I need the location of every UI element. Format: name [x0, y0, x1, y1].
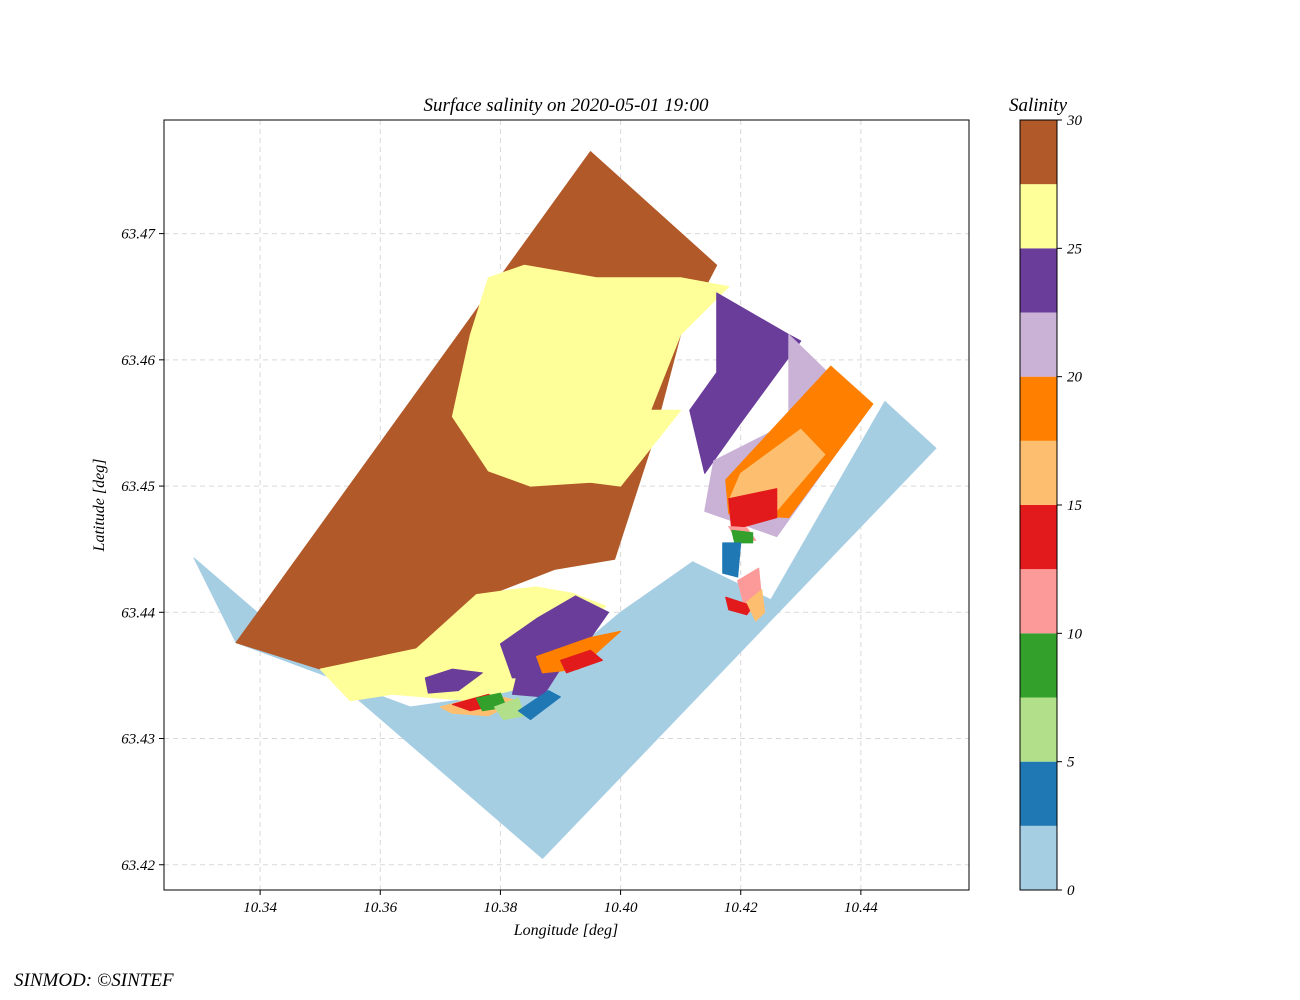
colorbar-segment [1020, 376, 1057, 441]
colorbar-tick-label: 30 [1066, 113, 1083, 129]
salinity-region-12 [493, 697, 525, 721]
salinity-region-7 [560, 649, 603, 674]
salinity-region-20 [731, 529, 754, 544]
x-tick-label: 10.36 [363, 900, 397, 916]
plot-frame [163, 119, 970, 891]
x-tick-label: 10.38 [484, 900, 518, 916]
y-tick-label: 63.46 [121, 353, 155, 369]
colorbar-segment [1020, 120, 1057, 185]
colorbar-tick-label: 10 [1067, 626, 1083, 642]
colorbar-segment [1020, 825, 1057, 890]
x-tick-label: 10.42 [724, 900, 758, 916]
colorbar-segment [1020, 184, 1057, 249]
y-tick-label: 63.44 [121, 605, 155, 621]
salinity-region-18 [728, 488, 778, 531]
colorbar-segment [1020, 505, 1057, 570]
x-tick-label: 10.40 [604, 900, 638, 916]
colorbar-segment [1020, 569, 1057, 634]
salinity-region-21 [722, 542, 742, 578]
salinity-region-24 [746, 589, 766, 622]
x-tick-label: 10.34 [243, 900, 277, 916]
colorbar-segment [1020, 440, 1057, 505]
salinity-region-8 [424, 668, 483, 694]
y-axis: 63.42 63.43 63.44 63.45 63.46 63.47 [121, 227, 164, 874]
x-axis: 10.34 10.36 10.38 10.40 10.42 10.44 [243, 890, 878, 916]
chart-title: Surface salinity on 2020-05-01 19:00 [424, 95, 709, 116]
colorbar-segment [1020, 697, 1057, 762]
colorbar-segment [1020, 633, 1057, 698]
salinity-region-23 [725, 596, 754, 616]
y-tick-label: 63.42 [121, 858, 155, 874]
colorbar-tick-label: 15 [1067, 498, 1083, 514]
colorbar-segment [1020, 312, 1057, 377]
colorbar-label: Salinity [1009, 95, 1068, 116]
y-tick-label: 63.43 [121, 732, 155, 748]
colorbar: 0 5 10 15 20 25 30 [1019, 113, 1083, 899]
y-axis-label: Latitude [deg] [91, 459, 108, 553]
salinity-region-6 [536, 630, 622, 674]
salinity-map [193, 151, 937, 859]
colorbar-tick-label: 0 [1067, 883, 1075, 899]
colorbar-tick-label: 25 [1067, 241, 1083, 257]
colorbar-segment [1020, 761, 1057, 826]
x-tick-label: 10.44 [844, 900, 878, 916]
credit-text: SINMOD: ©SINTEF [14, 970, 174, 991]
colorbar-tick-label: 20 [1067, 370, 1083, 386]
salinity-region-14 [689, 292, 802, 474]
salinity-region-2 [451, 264, 730, 487]
y-tick-label: 63.45 [121, 479, 155, 495]
y-tick-label: 63.47 [121, 227, 156, 243]
colorbar-segment [1020, 248, 1057, 313]
x-axis-label: Longitude [deg] [513, 922, 618, 939]
salinity-region-13 [517, 690, 561, 721]
colorbar-tick-label: 5 [1067, 755, 1075, 771]
